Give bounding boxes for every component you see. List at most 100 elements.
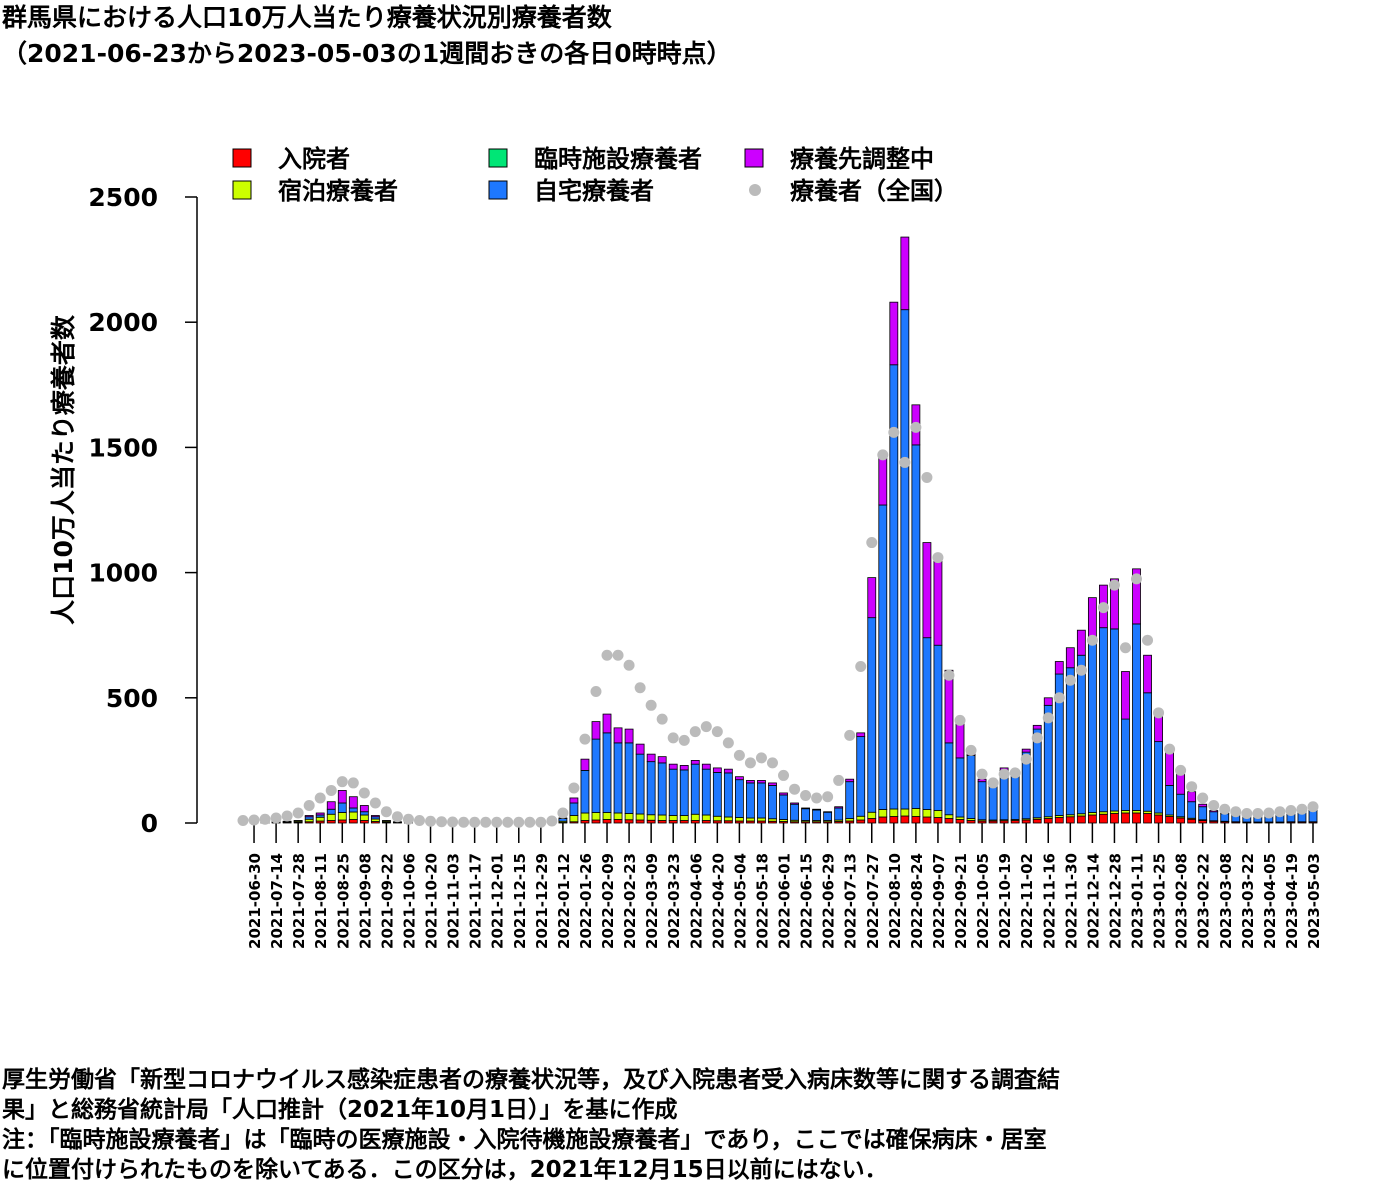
bar-segment <box>690 760 700 765</box>
bar-segment <box>657 756 667 764</box>
point <box>1042 712 1054 724</box>
bar-segment <box>1121 718 1130 811</box>
point <box>855 661 867 672</box>
bar-segment <box>602 732 612 813</box>
x-tick-label: 2022-06-29 <box>820 853 838 949</box>
x-tick-label: 2022-11-16 <box>1040 853 1058 949</box>
bar-segment <box>1143 813 1152 824</box>
bar-segment <box>1065 667 1075 816</box>
bar-segment <box>326 808 336 815</box>
point <box>899 456 911 468</box>
x-tick-label: 2022-04-06 <box>687 853 705 949</box>
bar-segment <box>646 819 656 824</box>
bar-segment <box>1054 817 1064 824</box>
x-tick-label: 2023-04-05 <box>1261 853 1279 949</box>
bar-segment <box>701 768 711 816</box>
bar-segment <box>712 772 722 817</box>
point <box>1064 674 1076 686</box>
bar-segment <box>1143 654 1152 694</box>
bar-segment <box>812 809 822 821</box>
point <box>1296 803 1308 815</box>
point <box>1153 707 1165 719</box>
point <box>1186 781 1198 793</box>
bar-segment <box>1121 812 1130 824</box>
point <box>888 426 900 438</box>
bar-segment <box>370 815 380 818</box>
x-tick-label: 2021-08-11 <box>312 853 330 949</box>
bar-segment <box>1187 791 1197 803</box>
x-tick-label: 2022-09-21 <box>952 853 970 949</box>
point <box>645 699 657 711</box>
point <box>987 777 999 789</box>
point <box>292 807 304 819</box>
bar-segment <box>690 813 700 821</box>
point <box>535 816 547 828</box>
bar-segment <box>734 779 744 818</box>
point <box>1131 573 1143 585</box>
bar-segment <box>348 796 358 809</box>
bar-segment <box>712 815 722 822</box>
x-tick-label: 2022-07-13 <box>842 853 860 949</box>
note: 注：「臨時施設療養者」は「臨時の医療施設・入院待機施設療養者」であり，ここでは確… <box>2 1126 1047 1153</box>
bar-segment <box>1132 623 1141 811</box>
bar-segment <box>1099 627 1108 813</box>
bar-segment <box>657 814 667 821</box>
x-tick-label: 2022-01-12 <box>555 853 573 949</box>
bar-segment <box>668 815 678 821</box>
bar-segment <box>646 761 656 816</box>
bar-segment <box>657 762 667 816</box>
x-tick-label: 2023-02-08 <box>1173 853 1191 949</box>
x-tick-label: 2022-11-30 <box>1062 853 1080 949</box>
x-tick-label: 2022-03-23 <box>665 853 683 949</box>
bar-segment <box>1054 661 1064 675</box>
bar-segment <box>723 816 733 822</box>
point <box>1241 807 1253 819</box>
chart-subtitle: （2021-06-23から2023-05-03の1週間おきの各日0時時点） <box>2 39 732 68</box>
bar-segment <box>900 808 910 817</box>
point <box>678 734 690 746</box>
point <box>1097 602 1109 614</box>
point <box>502 816 514 828</box>
bar-segment <box>856 732 866 738</box>
bar-segment <box>1087 597 1097 641</box>
bar-segment <box>790 803 799 821</box>
point <box>590 686 602 698</box>
legend-label: 宿泊療養者 <box>278 177 398 205</box>
point <box>634 682 646 694</box>
point <box>1263 807 1275 819</box>
bar-segment <box>337 790 347 804</box>
legend-swatch <box>488 180 508 200</box>
bar-segment <box>337 802 347 813</box>
bar-segment <box>569 797 579 804</box>
point <box>689 726 701 738</box>
bar-segment <box>712 767 722 773</box>
point <box>1197 792 1209 804</box>
bar-segment <box>922 542 932 639</box>
y-tick-label: 1500 <box>88 433 158 462</box>
bar-segment <box>1154 814 1163 824</box>
bar-segment <box>1165 785 1174 816</box>
x-tick-label: 2022-10-05 <box>974 853 992 949</box>
x-tick-label: 2022-07-27 <box>864 853 882 949</box>
bar-segment <box>635 753 645 815</box>
bar-segment <box>315 816 325 822</box>
bar-segment <box>613 742 623 814</box>
bar-segment <box>602 812 612 820</box>
point <box>270 812 282 824</box>
bar-segment <box>624 819 634 824</box>
bar-segment <box>1209 811 1219 822</box>
x-tick-label: 2023-03-22 <box>1239 853 1257 949</box>
y-tick-label: 2000 <box>88 308 158 337</box>
x-tick-label: 2021-09-08 <box>356 853 374 949</box>
bar-segment <box>845 778 855 783</box>
bar-segment <box>690 763 700 815</box>
bar-segment <box>878 504 888 810</box>
bar-segment <box>812 808 822 811</box>
bar-segment <box>624 728 634 744</box>
bar-segment <box>558 818 568 822</box>
point <box>303 799 315 811</box>
bar-segment <box>1087 814 1097 824</box>
bar-segment <box>1043 818 1053 824</box>
bar-segment <box>878 816 888 824</box>
